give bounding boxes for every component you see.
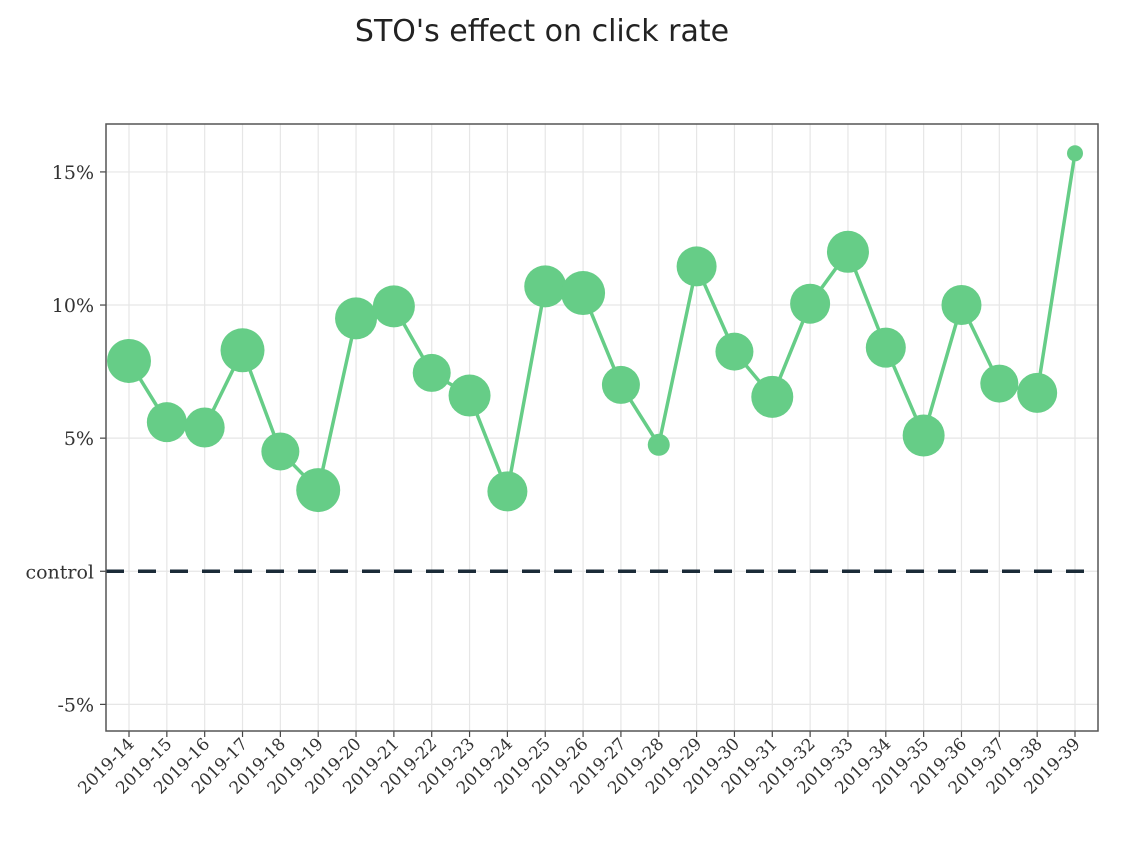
plot-border	[105, 123, 1099, 732]
data-point	[261, 432, 300, 471]
data-point	[826, 230, 869, 273]
data-point	[184, 407, 225, 448]
y-tick-label: -5%	[57, 694, 94, 716]
data-point	[372, 285, 415, 328]
data-point	[448, 374, 491, 417]
data-point	[335, 297, 378, 340]
data-point	[941, 285, 982, 326]
data-point	[865, 327, 906, 368]
data-point	[790, 283, 831, 324]
chart-title: STO's effect on click rate	[354, 14, 730, 49]
data-point	[1017, 372, 1058, 413]
y-tick-label: 10%	[52, 295, 94, 317]
data-point	[524, 265, 567, 308]
data-point	[601, 365, 640, 404]
plot-panel	[106, 124, 1098, 731]
data-point	[561, 271, 606, 316]
data-point	[980, 364, 1019, 403]
data-point	[676, 246, 717, 287]
data-point	[647, 433, 670, 456]
data-point	[487, 471, 528, 512]
data-point	[296, 468, 341, 513]
data-point	[751, 375, 794, 418]
y-tick-label: control	[25, 561, 94, 583]
data-point	[902, 414, 945, 457]
data-point	[715, 332, 754, 371]
data-point	[220, 328, 265, 373]
y-tick-label: 15%	[52, 162, 94, 184]
y-tick-label: 5%	[64, 428, 94, 450]
data-point	[107, 338, 151, 383]
data-point	[1067, 145, 1083, 162]
data-point	[412, 353, 451, 392]
data-point	[146, 402, 187, 443]
